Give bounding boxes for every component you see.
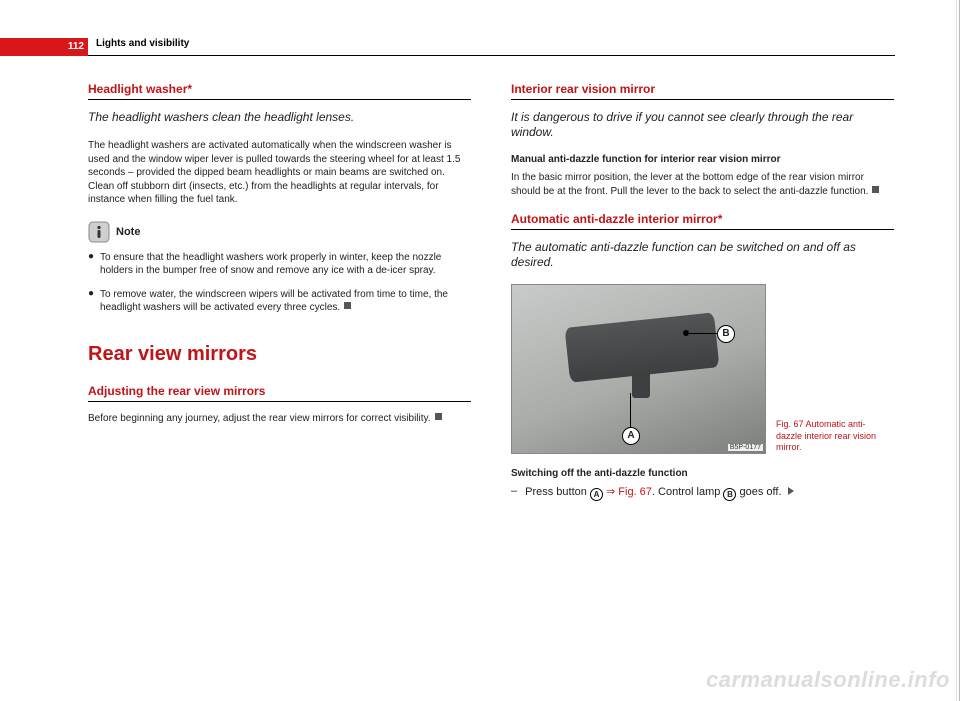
chapter-title: Lights and visibility: [96, 38, 189, 49]
section-end-icon: [344, 302, 351, 309]
heading-auto-antidazzle: Automatic anti-dazzle interior mirror*: [511, 212, 894, 226]
section-end-icon: [435, 413, 442, 420]
rule: [88, 99, 471, 100]
washer-blurb: The headlight washers clean the headligh…: [88, 110, 471, 125]
left-column: Headlight washer* The headlight washers …: [88, 82, 471, 501]
figure-id: B5P-0177: [728, 444, 763, 451]
step-pre: Press button: [525, 486, 590, 498]
rule: [88, 401, 471, 402]
interior-blurb: It is dangerous to drive if you cannot s…: [511, 110, 894, 140]
watermark: carmanualsonline.info: [706, 667, 950, 693]
note-row: Note: [88, 221, 471, 243]
ref-a-icon: A: [590, 488, 603, 501]
page-edge: [956, 0, 957, 701]
adjust-body-text: Before beginning any journey, adjust the…: [88, 413, 431, 424]
content-columns: Headlight washer* The headlight washers …: [88, 82, 895, 501]
note-bullet-2: ● To remove water, the windscreen wipers…: [88, 288, 471, 315]
bullet-dot-icon: ●: [88, 251, 94, 278]
step-post: goes off.: [736, 486, 781, 498]
switch-off-subhead: Switching off the anti-dazzle function: [511, 468, 894, 479]
rule: [511, 229, 894, 230]
continued-arrow-icon: [788, 487, 794, 495]
callout-line-b: [687, 333, 719, 334]
step-mid: . Control lamp: [652, 486, 724, 498]
section-end-icon: [872, 186, 879, 193]
figure-67-wrap: B A B5P-0177 Fig. 67 Automatic anti-dazz…: [511, 284, 894, 454]
callout-label-b: B: [717, 325, 735, 343]
note-1-text: To ensure that the headlight washers wor…: [100, 251, 471, 278]
auto-blurb: The automatic anti-dazzle function can b…: [511, 240, 894, 270]
note-bullet-1: ● To ensure that the headlight washers w…: [88, 251, 471, 278]
step-dash: –: [511, 485, 517, 501]
washer-body: The headlight washers are activated auto…: [88, 139, 471, 207]
note-2-inner: To remove water, the windscreen wipers w…: [100, 289, 448, 314]
info-icon: [88, 221, 110, 243]
note-2-text: To remove water, the windscreen wipers w…: [100, 288, 471, 315]
manual-body-text: In the basic mirror position, the lever …: [511, 172, 868, 197]
manual-subhead: Manual anti-dazzle function for interior…: [511, 154, 894, 165]
bullet-dot-icon: ●: [88, 288, 94, 315]
step-1: – Press button A ⇒ Fig. 67. Control lamp…: [511, 485, 894, 501]
heading-rear-view-mirrors: Rear view mirrors: [88, 343, 471, 366]
manual-body: In the basic mirror position, the lever …: [511, 171, 894, 198]
right-column: Interior rear vision mirror It is danger…: [511, 82, 894, 501]
heading-adjusting-mirrors: Adjusting the rear view mirrors: [88, 384, 471, 398]
figure-caption: Fig. 67 Automatic anti-dazzle interior r…: [776, 419, 886, 454]
figure-67: B A B5P-0177: [511, 284, 766, 454]
step-text: Press button A ⇒ Fig. 67. Control lamp B…: [525, 485, 793, 501]
header-rule: [88, 55, 895, 56]
callout-dot-b: [683, 330, 689, 336]
note-label: Note: [116, 226, 140, 238]
callout-label-a: A: [622, 427, 640, 445]
page-number-tab: 112: [0, 38, 88, 56]
heading-interior-mirror: Interior rear vision mirror: [511, 82, 894, 96]
adjust-body: Before beginning any journey, adjust the…: [88, 412, 471, 426]
fig-ref-link: ⇒ Fig. 67: [603, 486, 652, 498]
rule: [511, 99, 894, 100]
ref-b-icon: B: [723, 488, 736, 501]
mirror-stem: [632, 370, 650, 398]
heading-headlight-washer: Headlight washer*: [88, 82, 471, 96]
callout-line-a: [630, 393, 631, 429]
